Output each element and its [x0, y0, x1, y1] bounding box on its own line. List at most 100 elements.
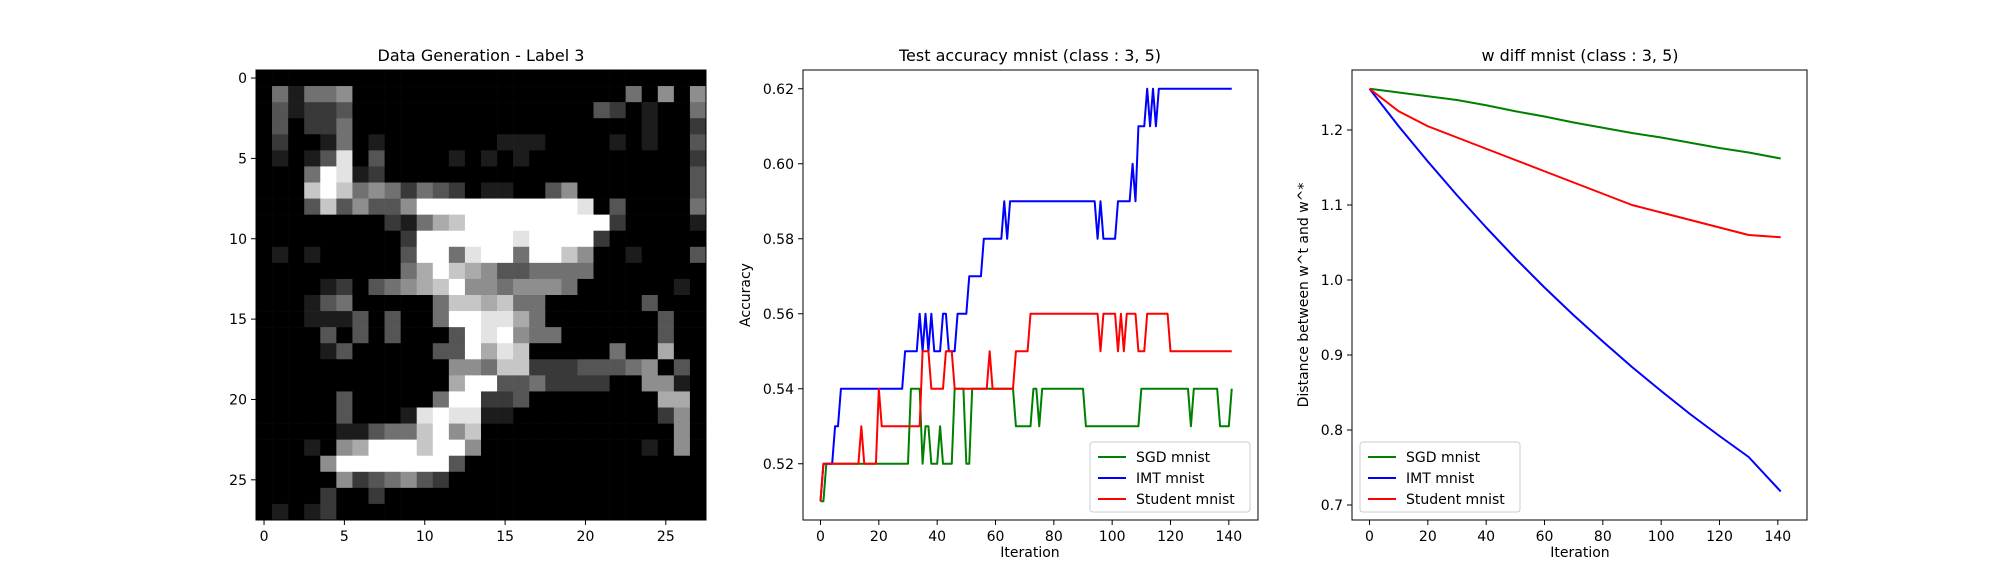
pixel-cell	[641, 471, 659, 489]
pixel-cell	[416, 214, 434, 232]
pixel-cell	[304, 391, 321, 408]
pixel-cell	[272, 230, 289, 248]
pixel-cell	[609, 407, 626, 424]
pixel-cell	[497, 86, 514, 103]
pixel-cell	[320, 407, 337, 424]
pixel-cell	[497, 70, 514, 87]
accuracy-legend: SGD mnist IMT mnist Student mnist	[1089, 441, 1251, 513]
pixel-cell	[368, 391, 385, 408]
pixel-cell	[464, 295, 482, 312]
pixel-cell	[352, 230, 369, 248]
pixel-cell	[384, 327, 401, 344]
pixel-cell	[641, 262, 659, 280]
pixel-cell	[641, 327, 659, 344]
pixel-cell	[497, 439, 514, 457]
pixel-cell	[256, 230, 273, 248]
pixel-cell	[657, 471, 675, 489]
pixel-cell	[497, 214, 514, 232]
pixel-cell	[448, 295, 466, 312]
pixel-cell	[561, 86, 578, 103]
pixel-cell	[689, 391, 707, 408]
pixel-cell	[625, 327, 643, 344]
pixel-cell	[593, 311, 610, 328]
pixel-cell	[689, 102, 707, 119]
pixel-cell	[625, 198, 643, 215]
series-line	[1369, 87, 1781, 160]
pixel-cell	[256, 86, 273, 103]
pixel-cell	[529, 503, 546, 521]
pixel-cell	[304, 246, 321, 264]
pixel-cell	[432, 150, 450, 167]
pixel-cell	[673, 423, 691, 440]
pixel-cell	[689, 118, 707, 135]
pixel-cell	[400, 198, 418, 215]
pixel-cell	[545, 503, 562, 521]
image-panel: Data Generation - Label 3 0 5 10 15 20 25 0 5 10…	[229, 46, 707, 545]
pixel-cell	[545, 182, 562, 199]
pixel-cell	[320, 150, 337, 167]
y-tick-label: 1.2	[1321, 123, 1343, 139]
pixel-cell	[352, 439, 369, 457]
pixel-cell	[561, 295, 578, 312]
pixel-cell	[368, 455, 385, 473]
pixel-cell	[513, 311, 530, 328]
pixel-cell	[256, 150, 273, 167]
pixel-cell	[657, 375, 675, 392]
pixel-cell	[577, 455, 594, 473]
pixel-cell	[641, 150, 659, 167]
pixel-cell	[529, 246, 546, 264]
pixel-cell	[272, 471, 289, 489]
pixel-cell	[593, 86, 610, 103]
pixel-cell	[481, 295, 498, 312]
pixel-cell	[529, 295, 546, 312]
pixel-cell	[481, 182, 498, 199]
pixel-cell	[545, 278, 562, 296]
pixel-cell	[336, 246, 353, 264]
pixel-cell	[561, 166, 578, 183]
pixel-cell	[593, 391, 610, 408]
pixel-cell	[304, 343, 321, 360]
pixel-cell	[657, 134, 675, 151]
pixel-cell	[513, 359, 530, 376]
pixel-cell	[400, 182, 418, 199]
pixel-cell	[384, 439, 401, 457]
pixel-cell	[416, 198, 434, 215]
pixel-cell	[400, 102, 418, 119]
pixel-cell	[432, 262, 450, 280]
pixel-cell	[464, 214, 482, 232]
pixel-cell	[432, 86, 450, 103]
wdiff-panel: w diff mnist (class : 3, 5) 0 20 40 60 80 100…	[1296, 46, 1808, 561]
pixel-cell	[336, 455, 353, 473]
pixel-cell	[272, 423, 289, 440]
pixel-cell	[272, 327, 289, 344]
x-tick-label: 60	[987, 529, 1005, 545]
pixel-cell	[256, 246, 273, 264]
pixel-cell	[320, 311, 337, 328]
pixel-cell	[481, 150, 498, 167]
pixel-cell	[352, 134, 369, 151]
pixel-cell	[464, 423, 482, 440]
pixel-cell	[673, 455, 691, 473]
pixel-cell	[593, 262, 610, 280]
pixel-cell	[336, 70, 353, 87]
pixel-cell	[400, 70, 418, 87]
pixel-cell	[400, 295, 418, 312]
pixel-cell	[464, 471, 482, 489]
pixel-cell	[400, 471, 418, 489]
pixel-cell	[593, 471, 610, 489]
pixel-cell	[448, 134, 466, 151]
pixel-cell	[320, 423, 337, 440]
pixel-cell	[432, 70, 450, 87]
pixel-cell	[416, 471, 434, 489]
pixel-cell	[625, 407, 643, 424]
pixel-cell	[625, 343, 643, 360]
pixel-cell	[336, 118, 353, 135]
pixel-cell	[481, 439, 498, 457]
pixel-cell	[545, 423, 562, 440]
pixel-cell	[545, 214, 562, 232]
pixel-cell	[545, 439, 562, 457]
pixel-cell	[384, 487, 401, 505]
pixel-cell	[561, 198, 578, 215]
pixel-cell	[497, 487, 514, 505]
pixel-cell	[689, 246, 707, 264]
